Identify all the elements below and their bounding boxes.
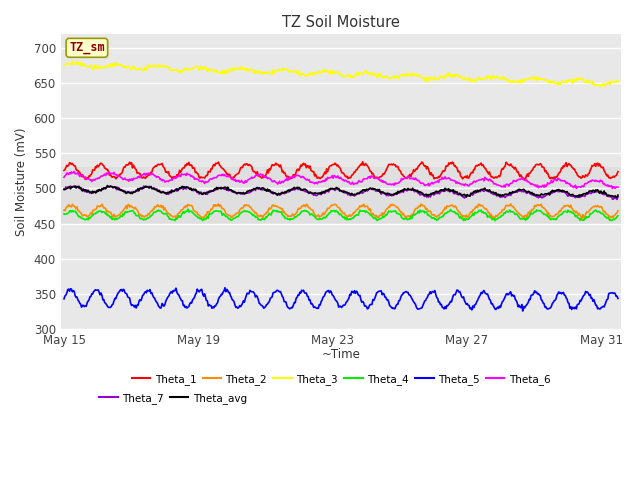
Bar [61, 168, 621, 224]
Y-axis label: Soil Moisture (mV): Soil Moisture (mV) [15, 127, 28, 236]
Text: TZ_sm: TZ_sm [69, 41, 105, 54]
X-axis label: ~Time: ~Time [321, 348, 360, 361]
Title: TZ Soil Moisture: TZ Soil Moisture [282, 15, 400, 30]
Legend: Theta_7, Theta_avg: Theta_7, Theta_avg [95, 389, 251, 408]
